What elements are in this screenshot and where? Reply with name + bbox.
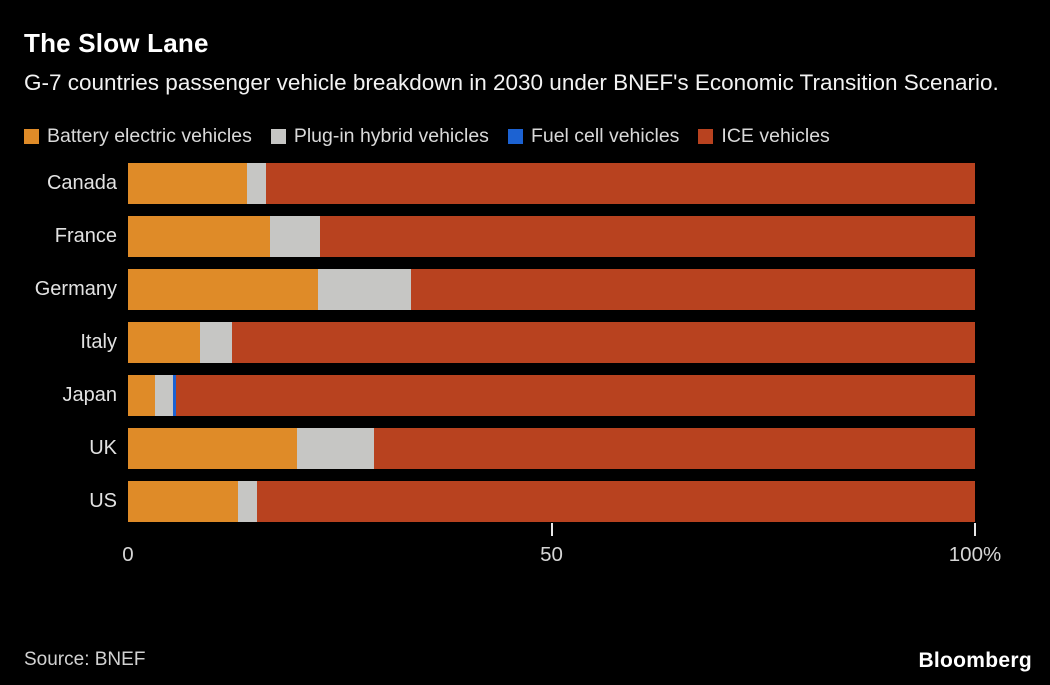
legend-item-bev: Battery electric vehicles — [24, 125, 252, 148]
bar-segment-phev — [270, 216, 321, 257]
legend-label: Plug-in hybrid vehicles — [293, 125, 489, 147]
bar-segment-bev — [128, 269, 318, 310]
bar-row-canada: Canada — [24, 163, 975, 204]
bar-row-italy: Italy — [24, 322, 975, 363]
category-label: Italy — [80, 331, 117, 353]
stacked-bar — [128, 375, 975, 416]
bar-segment-ice — [410, 269, 975, 310]
bar-segment-bev — [128, 375, 156, 416]
chart-subtitle: G-7 countries passenger vehicle breakdow… — [24, 70, 999, 95]
stacked-bar — [128, 322, 975, 363]
bar-segment-phev — [297, 428, 374, 469]
bar-row-germany: Germany — [24, 269, 975, 310]
bar-row-france: France — [24, 216, 975, 257]
bar-segment-bev — [128, 322, 200, 363]
legend-label: Battery electric vehicles — [47, 125, 252, 147]
legend: Battery electric vehicles Plug-in hybrid … — [24, 125, 1026, 148]
stacked-bar-chart: Canada France Germany Italy Japan UK US — [24, 163, 975, 522]
legend-swatch-icon — [507, 129, 523, 144]
x-axis: 0 50 100% — [122, 522, 1001, 568]
bar-segment-bev — [128, 216, 271, 257]
legend-swatch-icon — [698, 129, 714, 144]
bar-row-us: US — [24, 481, 975, 522]
legend-label: Fuel cell vehicles — [530, 125, 680, 147]
bloomberg-logo: Bloomberg — [918, 649, 1032, 672]
bar-segment-ice — [320, 216, 975, 257]
legend-item-fcv: Fuel cell vehicles — [507, 125, 680, 148]
bar-segment-ice — [266, 163, 975, 204]
bar-segment-phev — [238, 481, 257, 522]
bar-segment-ice — [373, 428, 975, 469]
axis-tick-mark — [974, 523, 976, 536]
category-label: US — [89, 490, 117, 512]
category-label: UK — [89, 437, 117, 459]
stacked-bar — [128, 428, 975, 469]
bar-segment-fcv — [172, 375, 177, 416]
stacked-bar — [128, 163, 975, 204]
legend-item-ice: ICE vehicles — [698, 125, 830, 148]
category-label: Germany — [34, 278, 117, 300]
category-label: France — [54, 225, 117, 247]
stacked-bar — [128, 216, 975, 257]
category-label: Canada — [46, 172, 117, 194]
bar-segment-bev — [128, 428, 298, 469]
bar-segment-bev — [128, 481, 239, 522]
stacked-bar — [128, 269, 975, 310]
bar-row-uk: UK — [24, 428, 975, 469]
legend-swatch-icon — [270, 129, 286, 144]
axis-tick-label: 50 — [540, 543, 563, 566]
category-label: Japan — [62, 384, 118, 406]
source-note: Source: BNEF — [24, 649, 146, 670]
bar-segment-phev — [246, 163, 267, 204]
bar-segment-ice — [256, 481, 975, 522]
stacked-bar — [128, 481, 975, 522]
axis-tick-mark — [550, 523, 553, 536]
bar-segment-bev — [128, 163, 247, 204]
bar-segment-ice — [232, 322, 975, 363]
legend-item-phev: Plug-in hybrid vehicles — [270, 125, 489, 148]
legend-label: ICE vehicles — [721, 125, 830, 147]
legend-swatch-icon — [24, 129, 39, 144]
bar-row-japan: Japan — [24, 375, 975, 416]
chart-title: The Slow Lane — [24, 28, 209, 58]
axis-tick-label: 0 — [122, 543, 134, 566]
axis-tick-label: 100% — [948, 543, 1002, 566]
bar-segment-ice — [176, 375, 975, 416]
bar-segment-phev — [155, 375, 173, 416]
bar-segment-phev — [199, 322, 233, 363]
bar-segment-phev — [317, 269, 411, 310]
